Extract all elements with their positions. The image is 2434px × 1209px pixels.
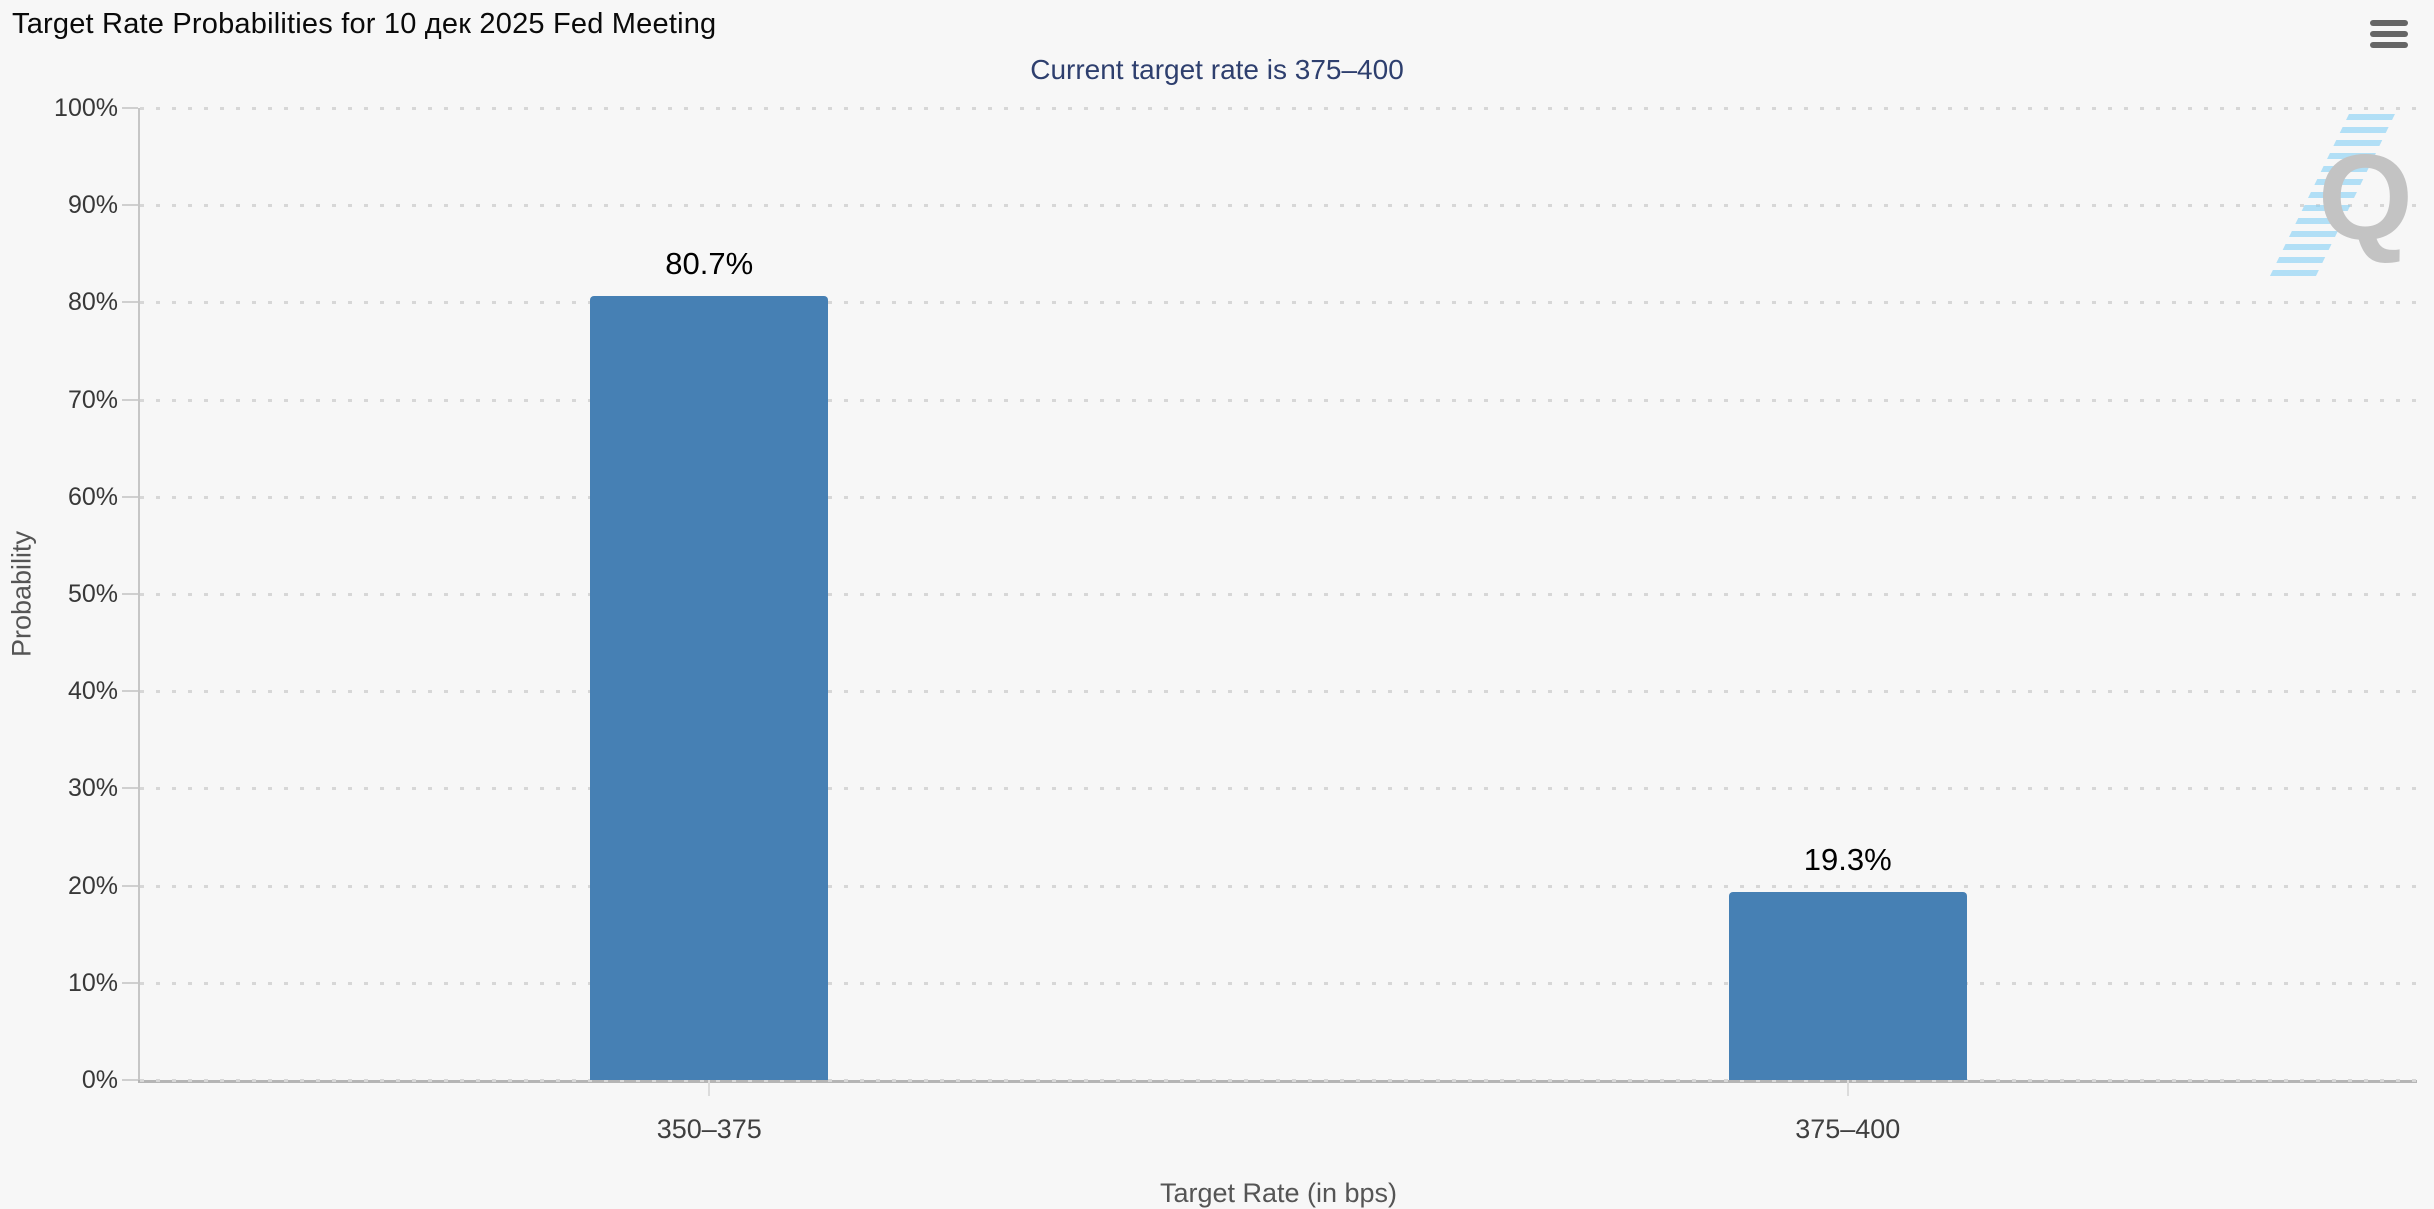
y-tick: [122, 690, 138, 693]
gridline-40%: [140, 690, 2419, 694]
gridline-0%: [140, 1079, 2419, 1082]
hamburger-bar: [2370, 42, 2408, 48]
y-axis-label-70%: 70%: [67, 385, 118, 414]
y-tick: [122, 301, 138, 304]
chart-subtitle: Current target rate is 375–400: [1030, 54, 1404, 85]
gridline-80%: [140, 301, 2419, 305]
gridline-90%: [140, 204, 2419, 208]
gridline-70%: [140, 398, 2419, 402]
y-axis-label-60%: 60%: [67, 482, 118, 511]
y-axis-title-box: Probability: [2, 108, 42, 1080]
gridline-60%: [140, 495, 2419, 499]
y-axis-title: Probability: [6, 530, 37, 658]
x-tick: [1846, 1080, 1849, 1096]
bar-value-label-375–400: 19.3%: [1803, 842, 1892, 878]
y-tick: [122, 495, 138, 498]
hamburger-bar: [2370, 20, 2408, 26]
gridline-100%: [140, 107, 2419, 110]
gridline-20%: [140, 884, 2419, 888]
y-axis-label-20%: 20%: [67, 871, 118, 900]
y-axis-label-10%: 10%: [67, 968, 118, 997]
chart-title: Target Rate Probabilities for 10 дек 202…: [12, 8, 717, 40]
y-tick: [122, 981, 138, 984]
x-axis-title: Target Rate (in bps): [1159, 1178, 1398, 1208]
y-tick: [122, 593, 138, 595]
y-axis-label-30%: 30%: [67, 774, 118, 803]
y-tick: [122, 398, 138, 401]
hamburger-bar: [2370, 31, 2408, 37]
gridline-30%: [140, 787, 2419, 791]
y-axis-label-40%: 40%: [67, 677, 118, 706]
y-tick: [122, 204, 138, 207]
hamburger-menu-icon[interactable]: [2370, 18, 2408, 50]
y-axis-label-90%: 90%: [67, 191, 118, 220]
y-tick: [122, 1079, 138, 1081]
y-axis-label-80%: 80%: [67, 288, 118, 317]
y-axis-label-0%: 0%: [81, 1066, 118, 1094]
y-tick: [122, 787, 138, 790]
bar-375–400[interactable]: [1728, 892, 1967, 1080]
bar-350–375[interactable]: [590, 295, 829, 1080]
bar-value-label-350–375: 80.7%: [665, 245, 754, 281]
gridline-10%: [140, 981, 2419, 985]
y-tick: [122, 107, 138, 109]
plot-area: 80.7% 19.3% 350–375 375–400 Target Rate (i…: [138, 107, 2419, 1208]
x-axis-label-375–400: 375–400: [1795, 1114, 1901, 1144]
gridline-50%: [140, 593, 2419, 596]
x-tick: [708, 1080, 711, 1096]
y-tick: [122, 884, 138, 887]
y-axis-label-50%: 50%: [67, 580, 118, 608]
y-axis-label-100%: 100%: [54, 94, 118, 122]
x-axis-label-350–375: 350–375: [656, 1114, 762, 1144]
